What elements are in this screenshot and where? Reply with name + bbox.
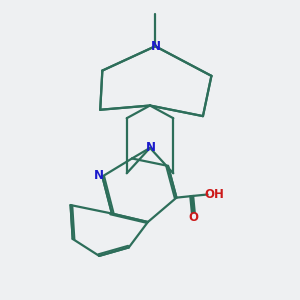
- Text: OH: OH: [205, 188, 224, 201]
- Text: N: N: [151, 40, 161, 53]
- Text: N: N: [146, 141, 156, 154]
- Text: O: O: [188, 211, 198, 224]
- Text: N: N: [94, 169, 104, 182]
